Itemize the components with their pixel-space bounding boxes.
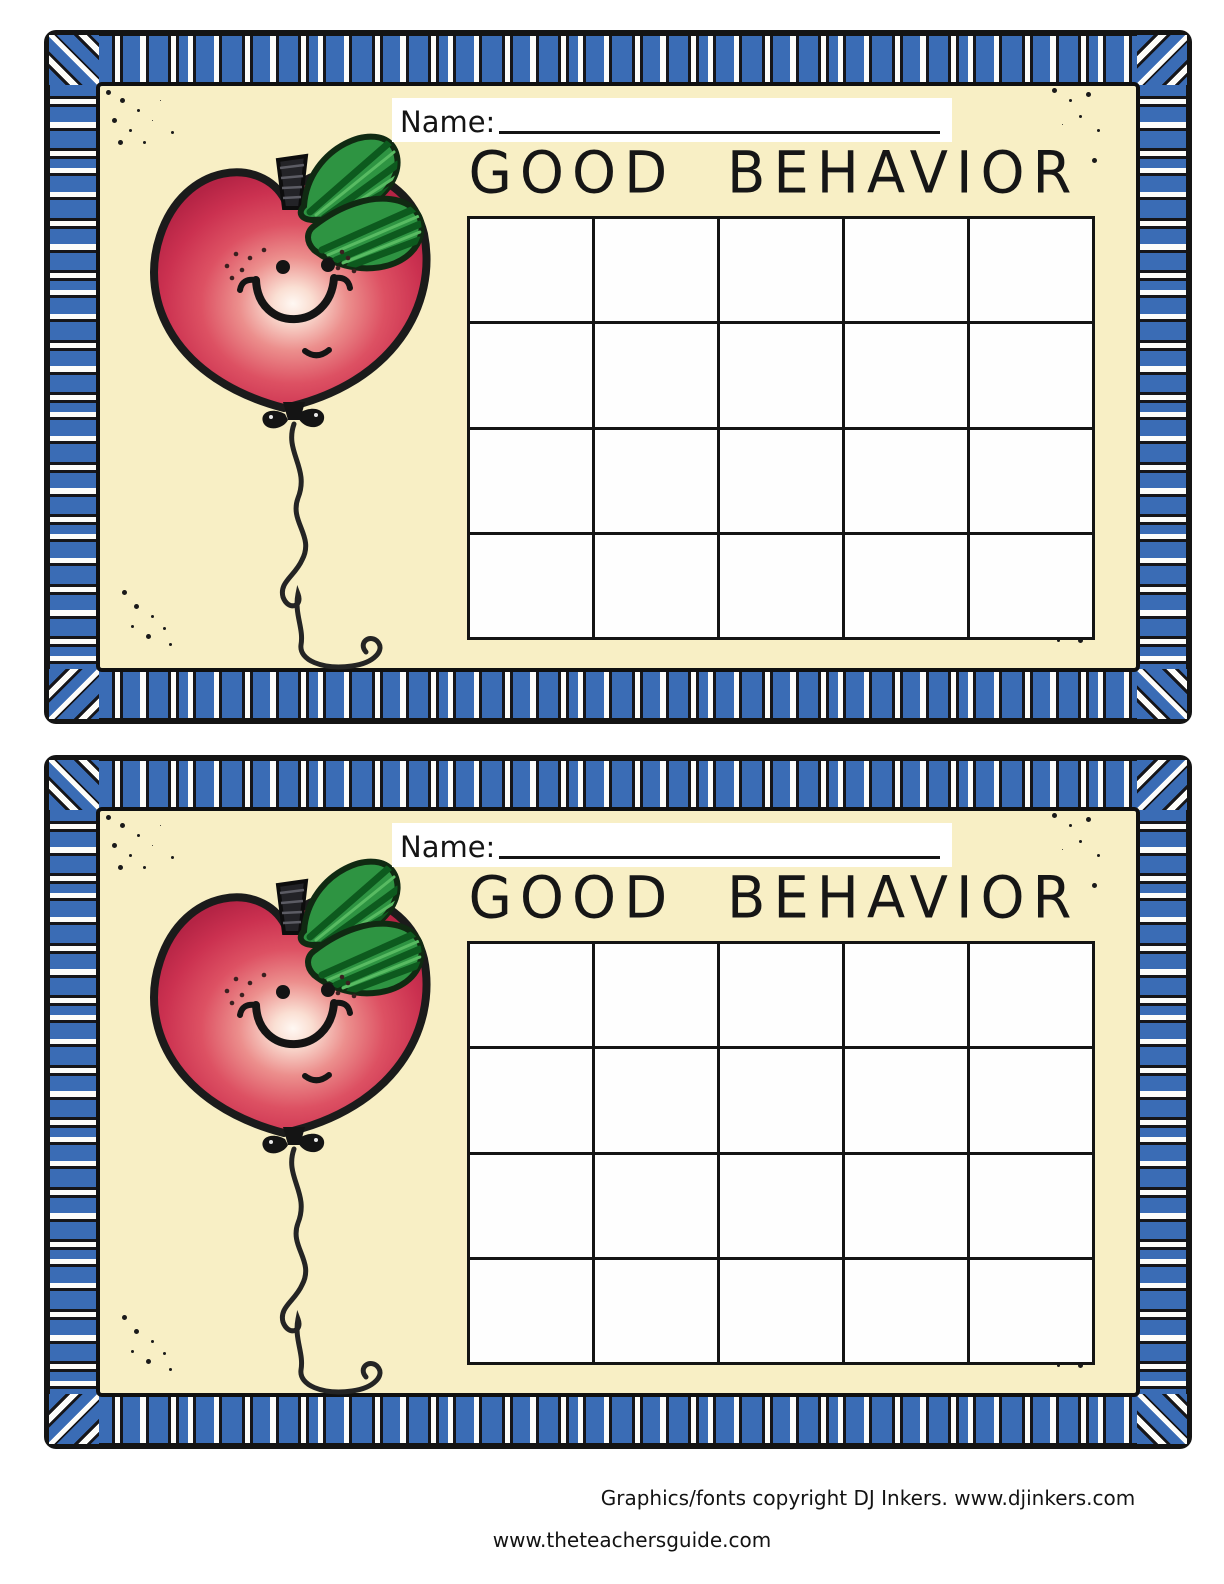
name-field: Name: xyxy=(392,98,952,142)
sticker-cell xyxy=(720,324,842,427)
sticker-grid xyxy=(467,216,1095,640)
sticker-cell xyxy=(470,429,592,532)
sticker-cell xyxy=(720,219,842,322)
speckles xyxy=(106,815,111,820)
sticker-cell xyxy=(720,1049,842,1152)
name-label: Name: xyxy=(400,105,496,139)
speckles xyxy=(1052,88,1057,93)
sticker-cell xyxy=(970,324,1092,427)
sticker-cell xyxy=(845,1259,967,1362)
sticker-cell xyxy=(470,1154,592,1257)
sticker-cell xyxy=(970,429,1092,532)
sticker-cell xyxy=(595,324,717,427)
sticker-cell xyxy=(970,534,1092,637)
sticker-cell xyxy=(595,944,717,1047)
sticker-cell xyxy=(845,324,967,427)
sticker-cell xyxy=(970,219,1092,322)
name-input-line xyxy=(499,832,940,859)
copyright-credit: Graphics/fonts copyright DJ Inkers. www.… xyxy=(600,1486,1136,1510)
behavior-card-2: Name: GOOD BEHAVIOR xyxy=(44,755,1192,1449)
sticker-cell xyxy=(720,1259,842,1362)
frame-corner xyxy=(1137,760,1187,810)
source-site: www.theteachersguide.com xyxy=(492,1528,772,1552)
frame-band-left xyxy=(50,78,98,676)
name-field: Name: xyxy=(392,823,952,867)
sticker-grid xyxy=(467,941,1095,1365)
sticker-cell xyxy=(845,534,967,637)
sticker-cell xyxy=(720,429,842,532)
sticker-cell xyxy=(845,944,967,1047)
sticker-cell xyxy=(970,1259,1092,1362)
speckles xyxy=(1052,813,1057,818)
sticker-cell xyxy=(720,534,842,637)
frame-band-top xyxy=(92,36,1144,84)
frame-band-top xyxy=(92,761,1144,809)
sticker-cell xyxy=(595,429,717,532)
frame-corner xyxy=(1137,1394,1187,1444)
apple-balloon-icon xyxy=(150,858,431,1395)
frame-corner xyxy=(49,669,99,719)
sticker-cell xyxy=(595,219,717,322)
sticker-cell xyxy=(845,219,967,322)
sticker-cell xyxy=(595,534,717,637)
behavior-card-1: Name: GOOD BEHAVIOR xyxy=(44,30,1192,724)
card-title: GOOD BEHAVIOR xyxy=(468,139,1080,208)
frame-corner xyxy=(1137,669,1187,719)
sticker-cell xyxy=(845,1154,967,1257)
sticker-cell xyxy=(470,1049,592,1152)
sticker-cell xyxy=(470,219,592,322)
frame-band-right xyxy=(1138,803,1186,1401)
frame-corner xyxy=(49,760,99,810)
frame-band-bottom xyxy=(92,1395,1144,1443)
sticker-cell xyxy=(470,944,592,1047)
sticker-cell xyxy=(470,324,592,427)
speckles xyxy=(122,590,127,595)
name-input-line xyxy=(499,107,940,134)
speckles xyxy=(122,1315,127,1320)
sticker-cell xyxy=(595,1259,717,1362)
sticker-cell xyxy=(970,1154,1092,1257)
sticker-cell xyxy=(595,1154,717,1257)
sticker-cell xyxy=(720,1154,842,1257)
sticker-cell xyxy=(845,429,967,532)
sticker-cell xyxy=(470,534,592,637)
frame-corner xyxy=(49,35,99,85)
sticker-cell xyxy=(970,1049,1092,1152)
name-label: Name: xyxy=(400,830,496,864)
sticker-cell xyxy=(595,1049,717,1152)
speckles xyxy=(106,90,111,95)
sticker-cell xyxy=(845,1049,967,1152)
sticker-cell xyxy=(720,944,842,1047)
apple-balloon-icon xyxy=(150,133,431,670)
frame-band-left xyxy=(50,803,98,1401)
card-title: GOOD BEHAVIOR xyxy=(468,864,1080,933)
sticker-cell xyxy=(970,944,1092,1047)
frame-corner xyxy=(49,1394,99,1444)
frame-band-bottom xyxy=(92,670,1144,718)
frame-corner xyxy=(1137,35,1187,85)
sticker-cell xyxy=(470,1259,592,1362)
frame-band-right xyxy=(1138,78,1186,676)
